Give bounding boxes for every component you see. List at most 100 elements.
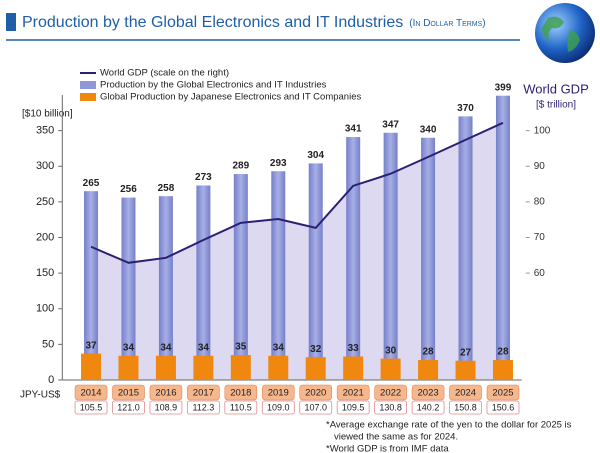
globe-land	[542, 16, 580, 53]
bar	[455, 360, 476, 380]
rate-value: 121.0	[117, 402, 140, 412]
x-tick-label: 2022	[380, 388, 401, 399]
y-axis-label: [$10 billion]	[22, 109, 73, 120]
y-tick-label: 350	[36, 125, 54, 137]
value-label: 258	[158, 183, 175, 194]
y-tick-label: 300	[36, 160, 54, 172]
legend-label: Production by the Global Electronics and…	[100, 80, 327, 91]
value-label: 35	[235, 342, 247, 353]
bar	[81, 353, 102, 380]
x-tick-label: 2016	[155, 388, 176, 399]
value-label: 37	[85, 340, 97, 351]
y2-tick-label: 80	[534, 197, 546, 208]
year-box	[374, 384, 407, 401]
rate-value: 130.8	[379, 402, 402, 412]
rate-box	[411, 400, 445, 415]
bar	[121, 197, 136, 380]
rate-value: 105.5	[80, 402, 103, 412]
bar	[158, 196, 173, 380]
rate-box	[112, 400, 145, 415]
rate-box	[224, 400, 258, 415]
bar	[383, 132, 398, 380]
value-label: 30	[385, 345, 397, 356]
note: *World GDP is from IMF data	[326, 444, 449, 453]
y2-tick-label: 100	[534, 125, 551, 136]
rate-box	[486, 400, 520, 415]
value-label: 27	[460, 347, 472, 358]
year-box	[411, 384, 445, 401]
value-label: 256	[120, 184, 137, 195]
value-label: 34	[123, 342, 135, 353]
rate-box	[374, 400, 408, 415]
y2-axis-label: [$ trillion]	[536, 100, 576, 111]
y-tick-label: 200	[36, 231, 54, 243]
x-tick-label: 2023	[418, 388, 439, 399]
bar	[305, 357, 326, 380]
year-box	[149, 384, 183, 401]
value-label: 34	[160, 342, 172, 353]
year-box	[112, 384, 145, 401]
bar	[84, 191, 99, 380]
value-label: 34	[198, 342, 210, 353]
bar	[346, 137, 361, 380]
value-label: 33	[348, 343, 360, 354]
rate-value: 107.0	[304, 402, 327, 412]
bar	[495, 95, 510, 381]
value-label: 28	[497, 347, 509, 358]
bar	[343, 356, 364, 380]
rate-label: JPY-US$	[20, 390, 61, 401]
rate-box	[186, 400, 220, 415]
bar	[492, 360, 513, 380]
y2-tick-label: 90	[534, 161, 546, 172]
rate-box	[299, 400, 333, 415]
value-label: 265	[83, 178, 100, 189]
rate-value: 110.5	[230, 402, 252, 412]
value-label: 340	[420, 124, 437, 135]
y2-axis-title: World GDP	[523, 81, 589, 96]
value-label: 304	[307, 150, 324, 161]
legend-label: World GDP (scale on the right)	[100, 68, 229, 79]
y-tick-label: 0	[48, 374, 54, 386]
year-box	[224, 384, 258, 401]
rate-value: 140.2	[417, 402, 440, 412]
bar	[458, 116, 473, 380]
rate-box	[74, 400, 108, 415]
year-box	[261, 384, 295, 401]
bar	[380, 358, 401, 380]
x-tick-label: 2020	[305, 388, 326, 399]
x-tick-label: 2015	[118, 388, 139, 399]
value-label: 289	[232, 161, 249, 172]
value-label: 273	[195, 172, 212, 183]
y-tick-label: 100	[36, 303, 54, 315]
bar	[196, 185, 211, 380]
bar	[421, 137, 436, 380]
y-tick-label: 50	[42, 338, 54, 350]
rate-value: 150.8	[454, 402, 477, 412]
chart-title: Production by the Global Electronics and…	[22, 14, 486, 31]
x-tick-label: 2014	[80, 388, 101, 399]
gdp-area	[91, 122, 503, 380]
note: *Average exchange rate of the yen to the…	[326, 420, 572, 431]
rate-box	[336, 400, 370, 415]
x-tick-label: 2019	[268, 388, 289, 399]
x-tick-label: 2025	[492, 388, 513, 399]
bar	[418, 360, 439, 380]
legend-swatch	[80, 81, 96, 89]
year-box	[74, 384, 108, 401]
y-tick-label: 150	[36, 267, 54, 279]
rate-value: 112.3	[192, 402, 214, 412]
x-tick-label: 2017	[193, 388, 214, 399]
rate-value: 150.6	[492, 402, 515, 412]
rate-value: 109.5	[342, 402, 365, 412]
bar	[155, 355, 176, 380]
x-tick-label: 2024	[455, 388, 476, 399]
year-box	[486, 384, 520, 401]
year-box	[299, 384, 333, 401]
value-label: 370	[457, 103, 474, 114]
rate-box	[449, 400, 482, 415]
legend-label: Global Production by Japanese Electronic…	[100, 92, 361, 103]
y2-tick-label: 70	[534, 232, 546, 243]
rate-box	[149, 400, 183, 415]
title-marker	[6, 13, 16, 31]
